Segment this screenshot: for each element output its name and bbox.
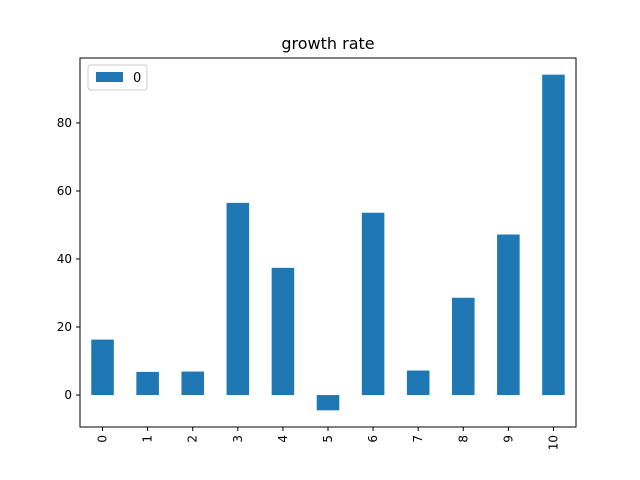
y-tick-label-20: 20 bbox=[57, 320, 72, 334]
bar-10 bbox=[542, 74, 565, 396]
bar-9 bbox=[497, 234, 520, 396]
bar-7 bbox=[406, 370, 430, 396]
bar-0 bbox=[91, 339, 114, 396]
bar-1 bbox=[136, 371, 159, 396]
x-tick-label-3: 3 bbox=[231, 435, 245, 443]
x-tick-label-10: 10 bbox=[546, 435, 560, 450]
x-tick-label-7: 7 bbox=[411, 435, 425, 443]
y-tick-label-0: 0 bbox=[64, 388, 72, 402]
x-tick-label-2: 2 bbox=[186, 435, 200, 443]
x-tick-label-1: 1 bbox=[141, 435, 155, 443]
x-tick-label-0: 0 bbox=[96, 435, 110, 443]
y-tick-label-80: 80 bbox=[57, 116, 72, 130]
y-tick-label-60: 60 bbox=[57, 184, 72, 198]
chart-title: growth rate bbox=[281, 34, 374, 53]
x-tick-label-9: 9 bbox=[501, 435, 515, 443]
bar-3 bbox=[226, 202, 250, 396]
legend-swatch bbox=[96, 72, 123, 82]
bar-2 bbox=[181, 371, 204, 396]
legend-label: 0 bbox=[133, 71, 141, 86]
y-tick-label-40: 40 bbox=[57, 252, 72, 266]
bar-8 bbox=[452, 297, 475, 396]
bar-6 bbox=[361, 212, 385, 396]
plot-area: 0 20 40 60 80 0 1 2 3 4 5 6 7 8 9 10 0 bbox=[57, 57, 577, 450]
x-tick-label-6: 6 bbox=[366, 435, 380, 443]
bar-5 bbox=[316, 395, 340, 411]
x-tick-label-8: 8 bbox=[456, 435, 470, 443]
bar-4 bbox=[271, 267, 295, 396]
x-tick-label-4: 4 bbox=[276, 435, 290, 443]
x-tick-label-5: 5 bbox=[321, 435, 335, 443]
